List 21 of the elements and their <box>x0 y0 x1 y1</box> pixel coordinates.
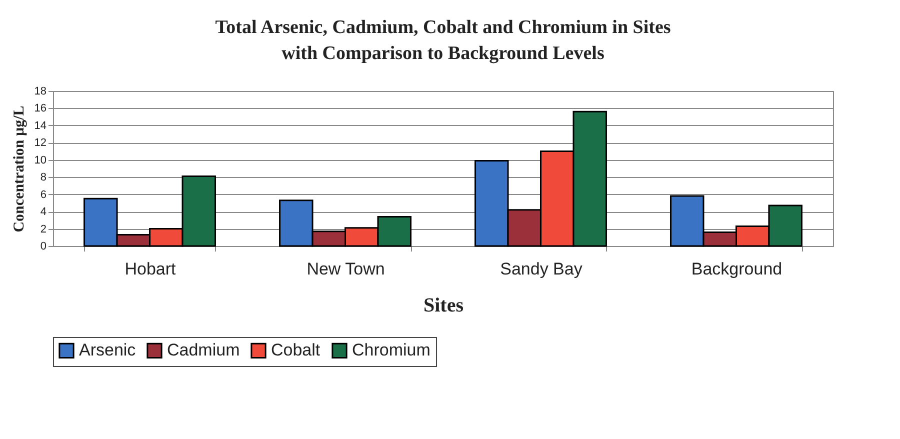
y-tick-label: 6 <box>40 188 46 201</box>
legend-label: Cobalt <box>271 340 320 360</box>
y-tick-label: 10 <box>34 154 46 166</box>
y-tick-label: 0 <box>40 240 46 252</box>
legend-label: Chromium <box>352 340 430 360</box>
x-tick-label: Sandy Bay <box>500 260 583 278</box>
legend-label: Cadmium <box>167 340 240 360</box>
y-tick-label: 14 <box>34 120 46 132</box>
x-tick-label: Background <box>691 260 782 278</box>
y-tick-label: 18 <box>34 86 46 98</box>
legend-label: Arsenic <box>79 340 136 360</box>
y-tick-label: 16 <box>34 102 46 115</box>
x-tick-label: Hobart <box>124 260 176 278</box>
y-tick-label: 2 <box>40 223 46 236</box>
y-axis-title: Concentration µg/L <box>11 106 28 232</box>
y-tick-label: 8 <box>40 172 46 184</box>
chart-title: Total Arsenic, Cadmium, Cobalt and Chromium in Sites with Comparison to Background Levels <box>215 17 671 64</box>
y-tick-label: 12 <box>34 137 46 150</box>
y-tick-label: 4 <box>40 206 46 218</box>
x-axis-title: Sites <box>424 294 464 316</box>
x-tick-label: New Town <box>306 260 385 278</box>
